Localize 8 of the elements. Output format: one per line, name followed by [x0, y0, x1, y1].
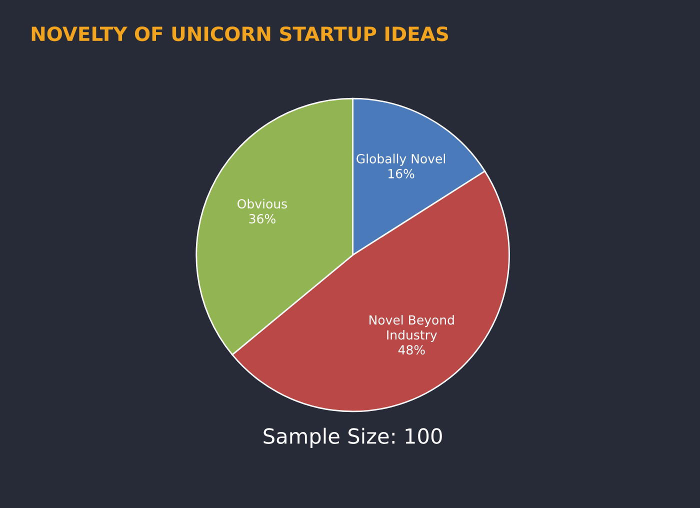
data-label: 48%: [398, 345, 425, 355]
slice-label: Globally Novel: [356, 154, 445, 166]
slice-label: Obvious: [238, 198, 287, 209]
chart-title: NOVELTY OF UNICORN STARTUP IDEAS: [32, 26, 448, 42]
data-label: 36%: [249, 214, 276, 224]
text: Sample Size: 100: [264, 428, 442, 448]
data-label: 16%: [388, 168, 414, 178]
slice-label: Novel Beyond Industry: [370, 315, 454, 342]
